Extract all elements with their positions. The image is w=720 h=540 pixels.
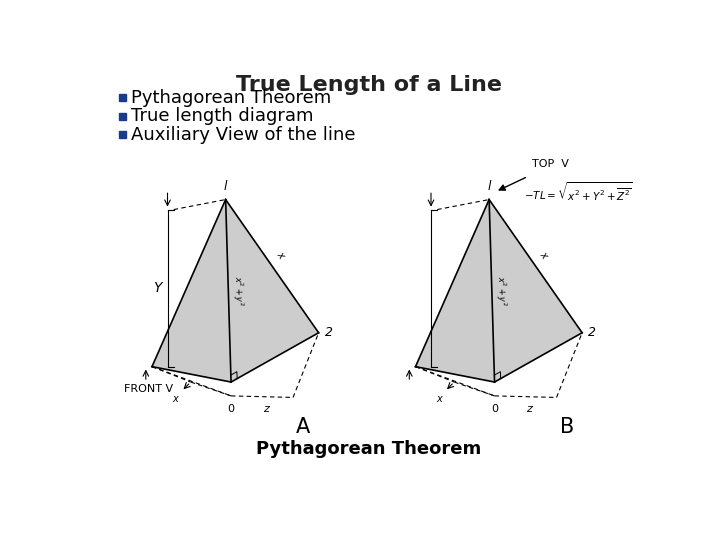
Text: A: A [296, 417, 310, 437]
Text: $x^2+y^2$: $x^2+y^2$ [230, 275, 246, 306]
Text: FRONT V: FRONT V [124, 383, 173, 394]
Text: Pythagorean Theorem: Pythagorean Theorem [256, 440, 482, 457]
Bar [120, 94, 127, 102]
Bar [120, 131, 127, 138]
Text: l: l [487, 180, 491, 193]
Text: $x^2+y^2$: $x^2+y^2$ [493, 275, 509, 306]
Text: Y: Y [153, 281, 161, 295]
Text: 2: 2 [588, 326, 596, 339]
Text: 0: 0 [228, 403, 235, 414]
Text: $-TL =\sqrt{x^2+Y^2+\overline{Z^2}}$: $-TL =\sqrt{x^2+Y^2+\overline{Z^2}}$ [524, 180, 633, 203]
Text: x: x [274, 249, 286, 260]
Text: Pythagorean Theorem: Pythagorean Theorem [131, 89, 331, 107]
Text: 2: 2 [325, 326, 333, 339]
Polygon shape [489, 200, 582, 382]
Text: z: z [526, 404, 532, 414]
Text: l: l [224, 180, 228, 193]
Bar [120, 113, 127, 120]
Text: TOP  V: TOP V [532, 159, 569, 168]
Text: 0: 0 [491, 403, 498, 414]
Polygon shape [152, 200, 231, 382]
Text: True length diagram: True length diagram [131, 107, 314, 125]
Text: B: B [559, 417, 574, 437]
Text: x: x [436, 394, 442, 404]
Text: Auxiliary View of the line: Auxiliary View of the line [131, 126, 356, 144]
Text: x: x [538, 249, 549, 260]
Text: x: x [173, 394, 179, 404]
Text: z: z [263, 404, 269, 414]
Text: True Length of a Line: True Length of a Line [236, 75, 502, 95]
Polygon shape [225, 200, 319, 382]
Polygon shape [415, 200, 495, 382]
